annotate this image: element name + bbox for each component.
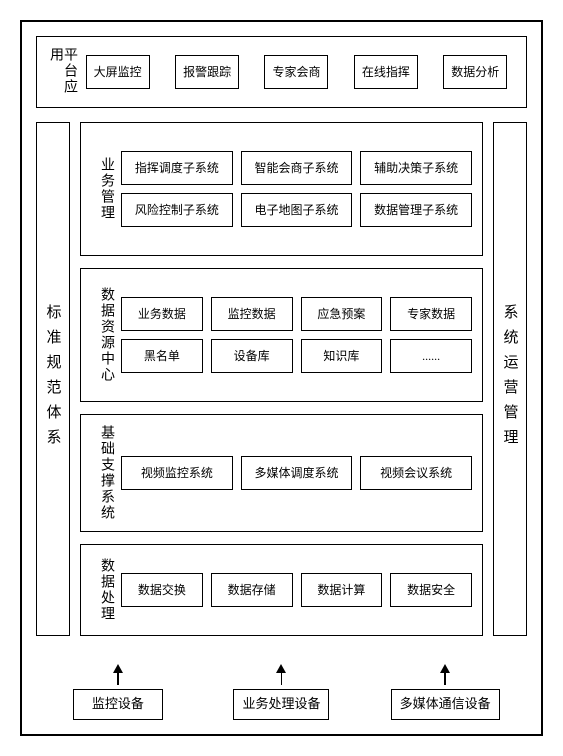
layer-body-platform: 大屏监控 报警跟踪 专家会商 在线指挥 数据分析 xyxy=(77,47,516,97)
main-area: 平台应用 大屏监控 报警跟踪 专家会商 在线指挥 数据分析 xyxy=(36,36,527,720)
layer-label-business: 业务管理 xyxy=(91,133,121,245)
layer-label-data-center: 数据资源中心 xyxy=(91,279,121,391)
sidebar-left: 标准规范体系 xyxy=(36,122,70,636)
layer-stack: 业务管理 指挥调度子系统 智能会商子系统 辅助决策子系统 风险控制子系统 电子地… xyxy=(80,122,483,636)
cell: 数据计算 xyxy=(301,573,383,607)
cell-row: 黑名单 设备库 知识库 ...... xyxy=(121,339,472,373)
arrow-stem xyxy=(117,673,119,685)
layer-label-text: 平台应用 xyxy=(48,47,76,97)
cell: 指挥调度子系统 xyxy=(121,151,233,185)
cell: 视频监控系统 xyxy=(121,456,233,490)
bottom-item: 多媒体通信设备 xyxy=(385,664,505,720)
cell: 数据分析 xyxy=(443,55,507,89)
arrow-stem xyxy=(444,673,446,685)
layer-business: 业务管理 指挥调度子系统 智能会商子系统 辅助决策子系统 风险控制子系统 电子地… xyxy=(80,122,483,256)
layer-data-proc: 数据处理 数据交换 数据存储 数据计算 数据安全 xyxy=(80,544,483,636)
cell-row: 视频监控系统 多媒体调度系统 视频会议系统 xyxy=(121,456,472,490)
layer-body-infra: 视频监控系统 多媒体调度系统 视频会议系统 xyxy=(121,425,472,521)
cell: 专家会商 xyxy=(264,55,328,89)
bottom-item: 监控设备 xyxy=(58,664,178,720)
page: 平台应用 大屏监控 报警跟踪 专家会商 在线指挥 数据分析 xyxy=(0,0,563,756)
arrow-up-icon xyxy=(440,664,450,673)
cell: 数据存储 xyxy=(211,573,293,607)
sidebar-right-label: 系统运营管理 xyxy=(500,304,521,454)
bottom-item: 业务处理设备 xyxy=(221,664,341,720)
cell-row: 大屏监控 报警跟踪 专家会商 在线指挥 数据分析 xyxy=(77,55,516,89)
layer-label-text: 数据资源中心 xyxy=(99,287,113,383)
cell: 数据管理子系统 xyxy=(360,193,472,227)
layer-infra: 基础支撑系统 视频监控系统 多媒体调度系统 视频会议系统 xyxy=(80,414,483,532)
cell: 报警跟踪 xyxy=(175,55,239,89)
cell: 监控数据 xyxy=(211,297,293,331)
layer-body-data-proc: 数据交换 数据存储 数据计算 数据安全 xyxy=(121,555,472,625)
cell: 知识库 xyxy=(301,339,383,373)
arrow-stem xyxy=(281,673,283,685)
layer-label-infra: 基础支撑系统 xyxy=(91,425,121,521)
bottom-box: 多媒体通信设备 xyxy=(391,689,500,720)
outer-frame: 平台应用 大屏监控 报警跟踪 专家会商 在线指挥 数据分析 xyxy=(20,20,543,736)
cell: 在线指挥 xyxy=(354,55,418,89)
cell: 电子地图子系统 xyxy=(241,193,353,227)
layer-platform: 平台应用 大屏监控 报警跟踪 专家会商 在线指挥 数据分析 xyxy=(36,36,527,108)
sidebar-left-label: 标准规范体系 xyxy=(43,304,64,454)
cell: 智能会商子系统 xyxy=(241,151,353,185)
cell: 业务数据 xyxy=(121,297,203,331)
cell: 大屏监控 xyxy=(86,55,150,89)
bottom-box: 监控设备 xyxy=(73,689,163,720)
cell: 风险控制子系统 xyxy=(121,193,233,227)
cell: 数据交换 xyxy=(121,573,203,607)
layer-label-text: 数据处理 xyxy=(99,558,113,622)
cell: 专家数据 xyxy=(390,297,472,331)
layer-platform-wrapper: 平台应用 大屏监控 报警跟踪 专家会商 在线指挥 数据分析 xyxy=(36,36,527,108)
layer-data-center: 数据资源中心 业务数据 监控数据 应急预案 专家数据 黑名单 设备 xyxy=(80,268,483,402)
cell: 应急预案 xyxy=(301,297,383,331)
cell: 多媒体调度系统 xyxy=(241,456,353,490)
arrow-up-icon xyxy=(113,664,123,673)
layer-label-text: 业务管理 xyxy=(99,157,113,221)
cell-row: 业务数据 监控数据 应急预案 专家数据 xyxy=(121,297,472,331)
middle-band: 标准规范体系 系统运营管理 业务管理 指挥调度子系统 智能会商子系统 xyxy=(36,122,527,636)
cell: 黑名单 xyxy=(121,339,203,373)
arrow-up-icon xyxy=(276,664,286,673)
cell-row: 指挥调度子系统 智能会商子系统 辅助决策子系统 xyxy=(121,151,472,185)
bottom-inputs: 监控设备 业务处理设备 多媒体通信设备 xyxy=(36,646,527,720)
cell-row: 风险控制子系统 电子地图子系统 数据管理子系统 xyxy=(121,193,472,227)
cell: 辅助决策子系统 xyxy=(360,151,472,185)
bottom-box: 业务处理设备 xyxy=(233,689,329,720)
layer-body-data-center: 业务数据 监控数据 应急预案 专家数据 黑名单 设备库 知识库 ...... xyxy=(121,279,472,391)
layer-label-text: 基础支撑系统 xyxy=(99,425,113,521)
cell: 数据安全 xyxy=(390,573,472,607)
cell-row: 数据交换 数据存储 数据计算 数据安全 xyxy=(121,573,472,607)
sidebar-right: 系统运营管理 xyxy=(493,122,527,636)
layer-body-business: 指挥调度子系统 智能会商子系统 辅助决策子系统 风险控制子系统 电子地图子系统 … xyxy=(121,133,472,245)
cell: 视频会议系统 xyxy=(360,456,472,490)
layer-label-data-proc: 数据处理 xyxy=(91,555,121,625)
cell: ...... xyxy=(390,339,472,373)
cell: 设备库 xyxy=(211,339,293,373)
layer-label-platform: 平台应用 xyxy=(47,47,77,97)
